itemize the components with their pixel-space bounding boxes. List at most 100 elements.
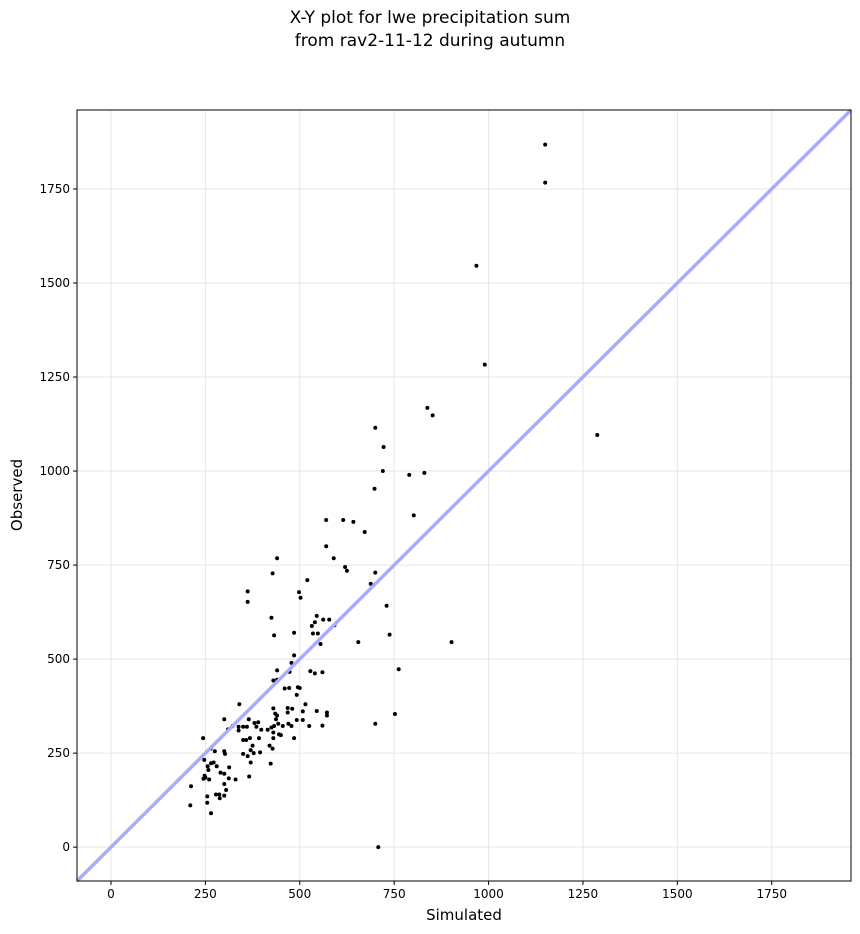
scatter-point [217,792,222,797]
scatter-point [245,754,250,759]
scatter-point [271,678,276,683]
x-tick-label: 1750 [756,887,787,901]
scatter-point [271,730,276,735]
scatter-point [188,803,193,808]
scatter-point [236,724,241,729]
scatter-point [362,529,367,534]
scatter-point [422,470,427,475]
scatter-point [272,724,277,729]
scatter-point [324,710,329,715]
scatter-point [236,728,241,733]
scatter-point [272,633,277,638]
scatter-point [206,768,211,773]
scatter-point [285,710,290,715]
scatter-point [212,749,217,754]
scatter-point [425,405,430,410]
scatter-point [292,653,297,658]
scatter-point [298,595,303,600]
scatter-point [246,717,251,722]
scatter-point [314,613,319,618]
scatter-point [373,570,378,575]
scatter-point [265,727,270,732]
x-tick-label: 750 [383,887,406,901]
scatter-point [233,777,238,782]
scatter-point [201,736,206,741]
scatter-point [251,751,256,756]
y-axis-label: Observed [8,459,26,531]
scatter-point [324,713,329,718]
scatter-point [250,743,255,748]
scatter-point [237,702,242,707]
scatter-point [300,718,305,723]
scatter-point [308,669,313,674]
scatter-point [268,761,273,766]
scatter-point [258,750,263,755]
scatter-point [248,748,253,753]
scatter-point [252,721,257,726]
scatter-point [222,793,227,798]
scatter-point [320,670,325,675]
scatter-point [543,142,548,147]
scatter-point [327,617,332,622]
scatter-point [449,640,454,645]
scatter-point [373,425,378,430]
scatter-point [543,180,548,185]
scatter-point [407,472,412,477]
scatter-point [214,764,219,769]
scatter-point [271,736,276,741]
scatter-point [278,733,283,738]
scatter-point [310,631,315,636]
scatter-point [290,706,295,711]
scatter-point [312,671,317,676]
scatter-point [218,770,223,775]
scatter-point [270,746,275,751]
scatter-point [241,724,246,729]
scatter-point [282,686,287,691]
scatter-point [271,706,276,711]
scatter-point [372,486,377,491]
y-tick-label: 750 [47,558,70,572]
scatter-point [224,787,229,792]
scatter-point [287,686,292,691]
y-tick-label: 250 [47,746,70,760]
scatter-point [247,774,252,779]
scatter-point [392,712,397,717]
scatter-point [276,721,281,726]
x-axis-label: Simulated [426,906,502,924]
scatter-point [245,589,250,594]
chart-subtitle: from rav2-11-12 during autumn [294,31,566,51]
scatter-point [285,705,290,710]
scatter-point [247,736,252,741]
scatter-point [205,794,210,799]
y-tick-label: 0 [62,840,70,854]
scatter-point [267,743,272,748]
scatter-point [356,640,361,645]
scatter-point [248,760,253,765]
y-tick-label: 500 [47,652,70,666]
scatter-point [595,432,600,437]
scatter-point [315,631,320,636]
scatter-point [309,624,314,629]
scatter-point [222,771,227,776]
scatter-point [294,692,299,697]
scatter-point [482,362,487,367]
scatter-point [256,720,261,725]
scatter-point [269,615,274,620]
x-tick-label: 1500 [662,887,693,901]
scatter-point [201,776,206,781]
x-tick-label: 500 [288,887,311,901]
scatter-point [368,581,373,586]
scatter-point [321,617,326,622]
y-tick-label: 1750 [39,182,70,196]
identity-reference-line [75,108,853,883]
scatter-point [324,544,329,549]
x-tick-label: 250 [194,887,217,901]
scatter-point [205,764,210,769]
x-tick-label: 0 [107,887,115,901]
scatter-point [297,686,302,691]
scatter-point [303,702,308,707]
x-tick-label: 1250 [568,887,599,901]
scatter-point [226,776,231,781]
data-points [188,142,600,850]
scatter-point [223,751,228,756]
